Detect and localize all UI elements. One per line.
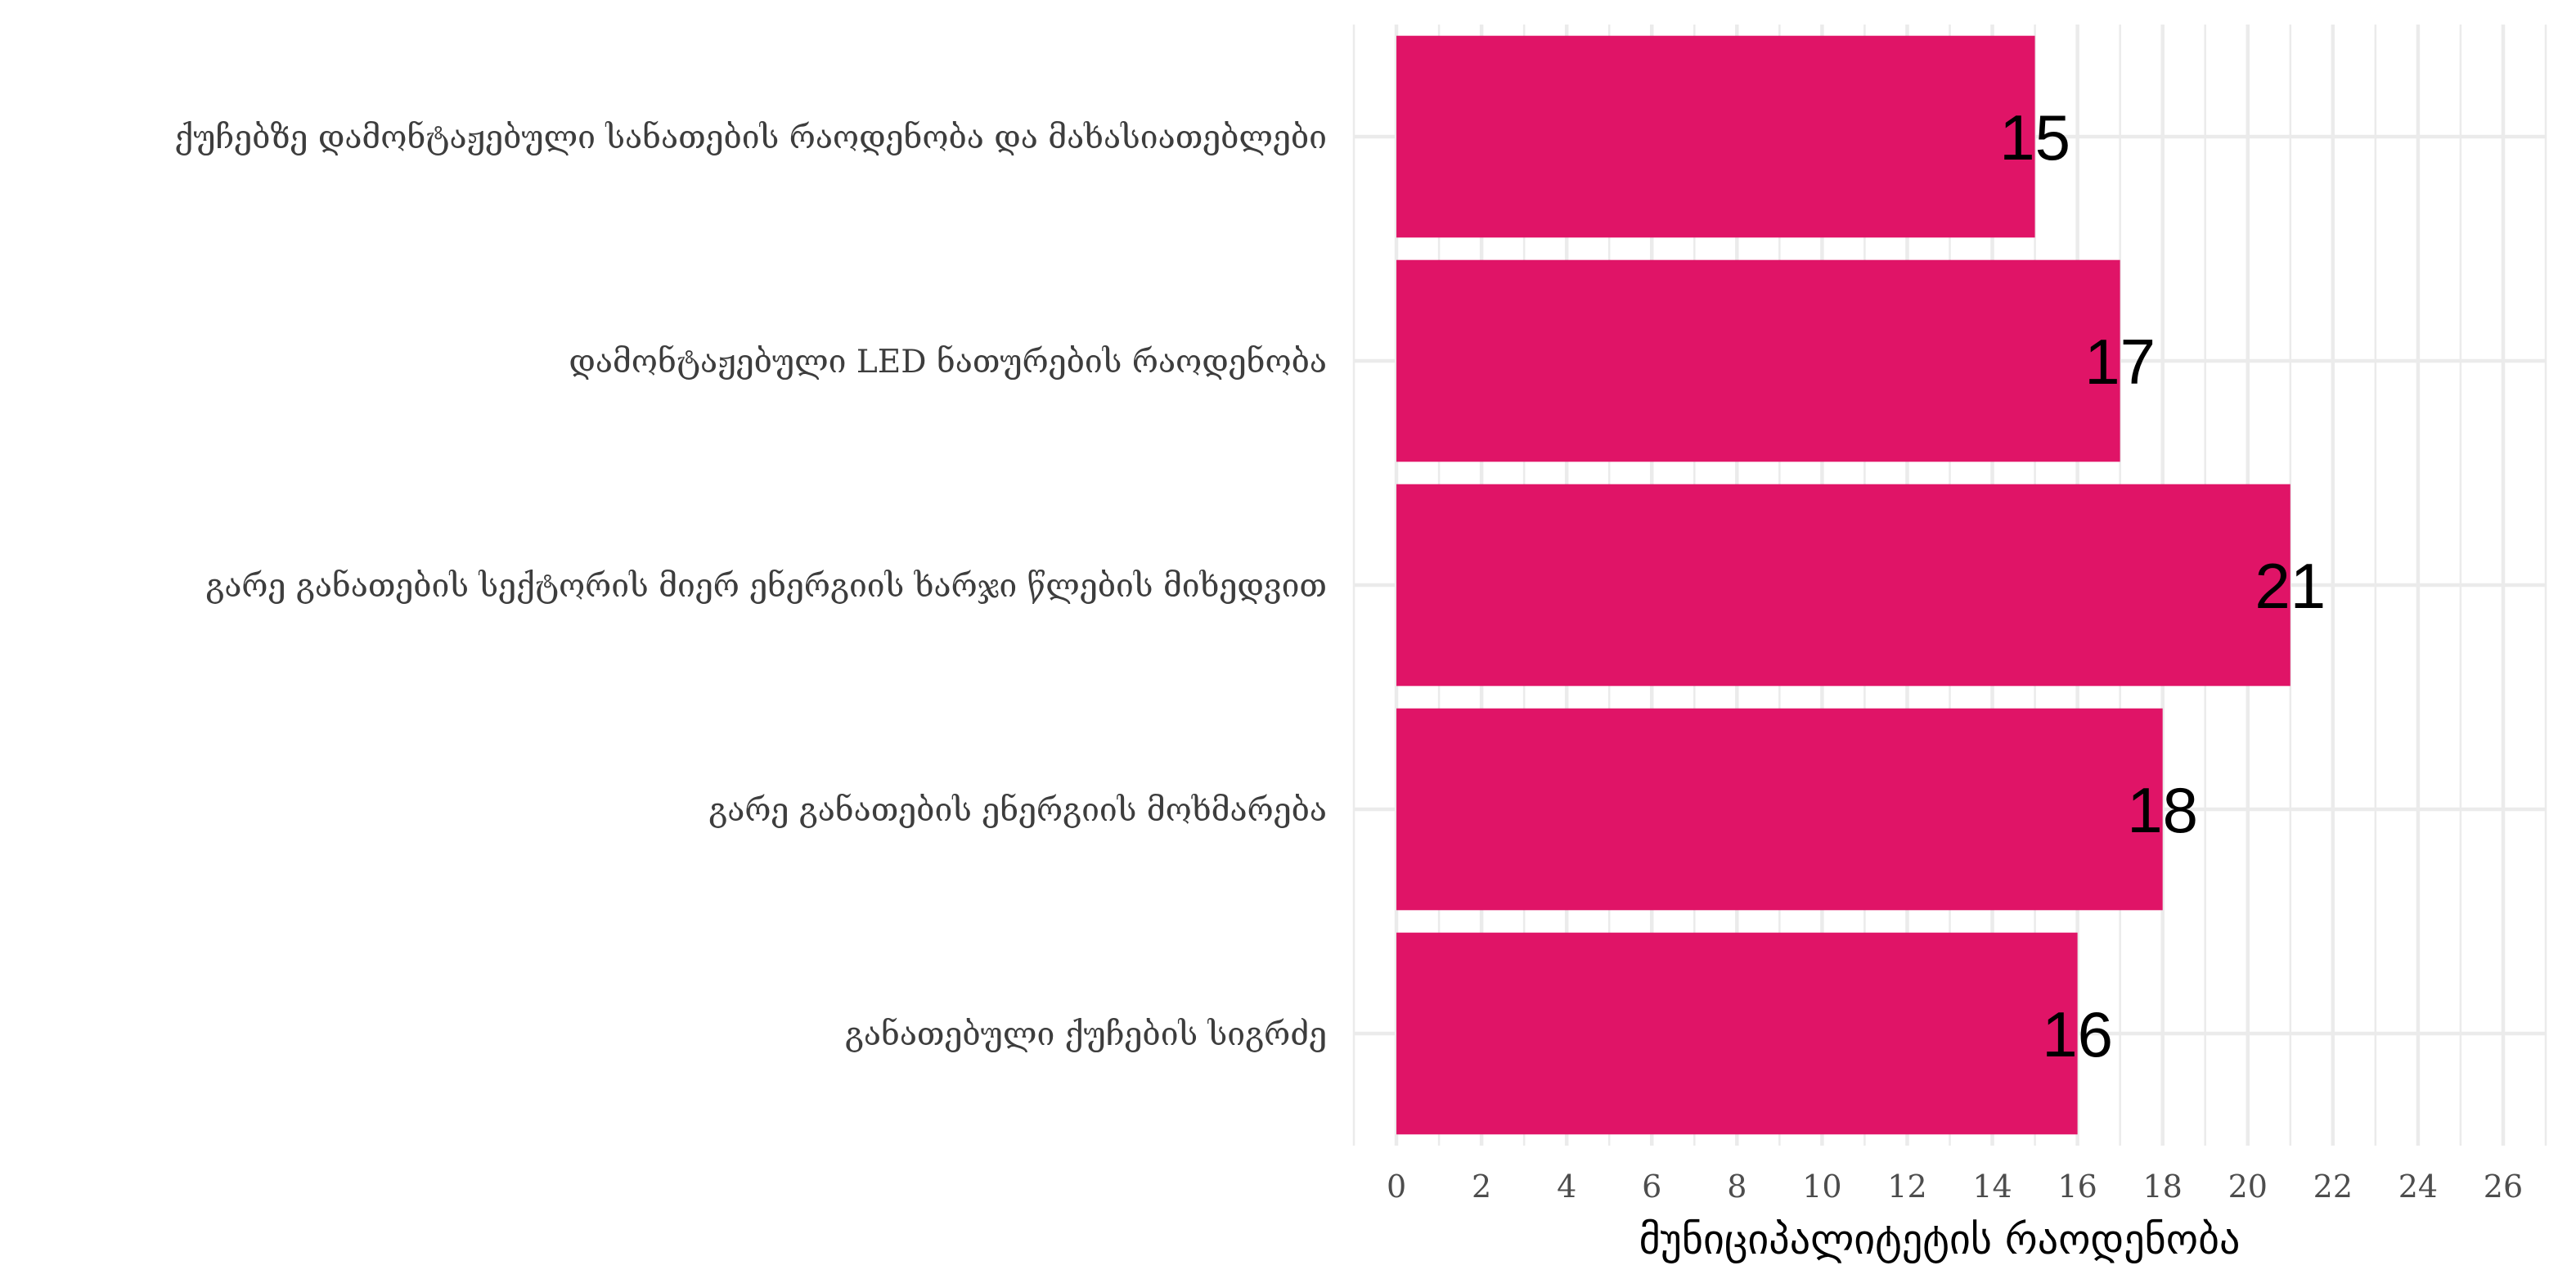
x-tick-label: 0 xyxy=(1387,1169,1406,1205)
bar xyxy=(1396,932,2078,1135)
bar xyxy=(1396,259,2120,462)
x-tick-label: 2 xyxy=(1472,1169,1491,1205)
value-label: 15 xyxy=(1999,101,2070,173)
x-tick-labels: 0 2 4 6 8 10 12 14 16 18 20 22 24 26 xyxy=(1387,1169,2523,1205)
x-tick-label: 22 xyxy=(2313,1169,2353,1205)
category-label: გარე განათების სექტორის მიერ ენერგიის ხა… xyxy=(205,568,1327,605)
category-label: დამონტაჟებული LED ნათურების რაოდენობა xyxy=(569,344,1327,381)
x-tick-label: 4 xyxy=(1557,1169,1576,1205)
x-tick-label: 24 xyxy=(2398,1169,2438,1205)
category-label: განათებული ქუჩების სიგრძე xyxy=(845,1016,1327,1053)
bar xyxy=(1396,484,2291,687)
x-tick-label: 18 xyxy=(2142,1169,2182,1205)
x-tick-label: 10 xyxy=(1802,1169,1841,1205)
bar xyxy=(1396,35,2035,238)
x-tick-label: 20 xyxy=(2228,1169,2268,1205)
category-label: ქუჩებზე დამონტაჟებული სანათების რაოდენობ… xyxy=(174,119,1327,156)
category-labels: ქუჩებზე დამონტაჟებული სანათების რაოდენობ… xyxy=(174,119,1327,1053)
bars xyxy=(1396,35,2291,1135)
value-label: 18 xyxy=(2127,774,2198,846)
x-axis-title: მუნიციპალიტეტის რაოდენობა xyxy=(1639,1216,2241,1263)
x-tick-label: 14 xyxy=(1972,1169,2012,1205)
value-label: 16 xyxy=(2042,998,2113,1070)
value-label: 17 xyxy=(2084,326,2156,398)
x-tick-label: 12 xyxy=(1887,1169,1926,1205)
x-tick-label: 26 xyxy=(2484,1169,2523,1205)
x-tick-label: 16 xyxy=(2057,1169,2097,1205)
bar xyxy=(1396,708,2163,911)
x-tick-label: 6 xyxy=(1642,1169,1661,1205)
value-label: 21 xyxy=(2255,550,2326,622)
category-label: გარე განათების ენერგიის მოხმარება xyxy=(708,792,1327,829)
x-tick-label: 8 xyxy=(1727,1169,1747,1205)
value-labels: 15 17 21 18 16 xyxy=(1999,101,2326,1070)
